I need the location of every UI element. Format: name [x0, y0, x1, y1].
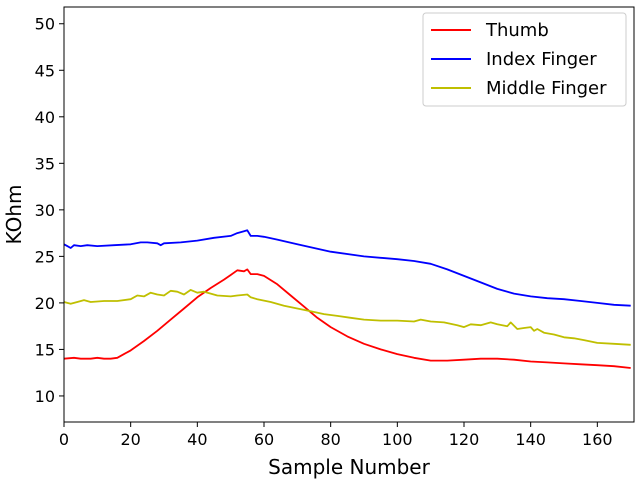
- x-tick-label: 60: [254, 430, 274, 449]
- legend-label-0: Thumb: [485, 20, 549, 41]
- x-tick-label: 20: [120, 430, 140, 449]
- y-tick-label: 45: [35, 61, 55, 80]
- y-tick-label: 20: [35, 294, 55, 313]
- y-axis-label: KOhm: [2, 185, 26, 245]
- legend-box: [422, 12, 627, 107]
- x-tick-label: 100: [382, 430, 413, 449]
- y-tick-label: 25: [35, 247, 55, 266]
- y-tick-label: 15: [35, 340, 55, 359]
- x-tick-label: 40: [187, 430, 207, 449]
- y-tick-label: 10: [35, 387, 55, 406]
- series-line-1: [63, 229, 631, 307]
- x-tick-label: 160: [582, 430, 613, 449]
- x-tick-label: 80: [320, 430, 340, 449]
- y-tick-label: 30: [35, 201, 55, 220]
- y-tick-label: 50: [35, 15, 55, 34]
- legend-label-1: Index Finger: [486, 49, 597, 70]
- plot-frame: [63, 6, 635, 423]
- series-layer: [63, 229, 631, 369]
- x-axis: 0 20 40 60 80 100 120 140 160: [59, 422, 613, 449]
- series-line-0: [63, 268, 631, 369]
- legend-label-2: Middle Finger: [486, 78, 607, 99]
- series-line-2: [63, 288, 631, 346]
- x-tick-label: 120: [449, 430, 480, 449]
- y-tick-label: 40: [35, 108, 55, 127]
- y-axis: 10 15 20 25 30 35 40 45 50: [35, 15, 64, 406]
- legend: Thumb Index Finger Middle Finger: [422, 12, 627, 107]
- x-tick-label: 0: [59, 430, 69, 449]
- x-tick-label: 140: [515, 430, 546, 449]
- x-axis-label: Sample Number: [268, 455, 430, 479]
- y-tick-label: 35: [35, 154, 55, 173]
